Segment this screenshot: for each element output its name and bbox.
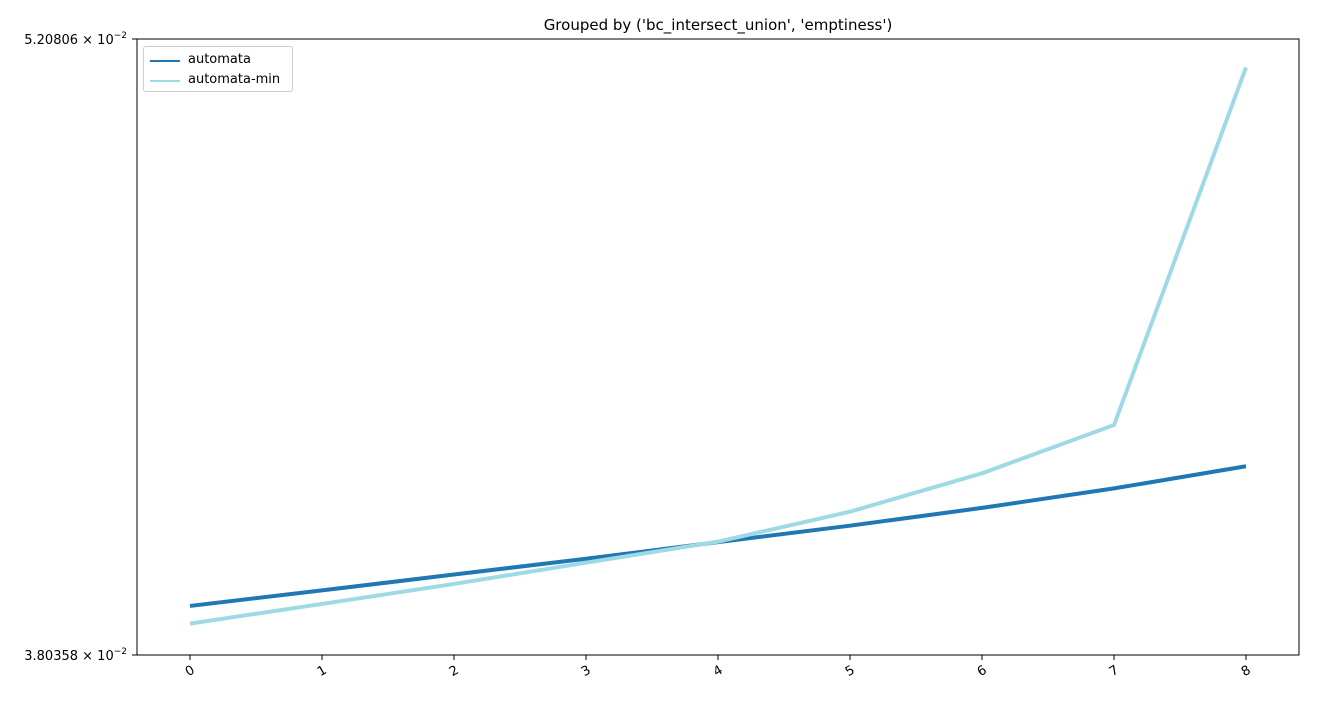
plot-area	[137, 39, 1299, 655]
x-tick-label: 4	[711, 663, 726, 680]
y-tick-label-bottom: 3.80358 × 10−2	[24, 647, 127, 664]
series-line-automata-min	[189, 66, 1248, 626]
x-tick-label: 8	[1239, 663, 1254, 680]
legend-item-automata: automata	[144, 50, 292, 70]
x-tick-label: 5	[843, 663, 858, 680]
y-tick-label-top-exponent: −2	[114, 31, 127, 41]
x-axis: 0 1 2 3 4 5 6 7 8	[183, 655, 1254, 680]
y-axis: 5.20806 × 10−2 3.80358 × 10−2	[24, 31, 137, 664]
chart-title: Grouped by ('bc_intersect_union', 'empti…	[544, 16, 893, 35]
x-tick-label: 3	[579, 663, 594, 680]
y-tick-label-top-mantissa: 5.20806	[24, 33, 78, 48]
x-tick-label: 0	[183, 663, 198, 680]
legend: automata automata-min	[143, 46, 293, 92]
x-tick-label: 6	[975, 663, 990, 680]
y-tick-label-bottom-exponent: −2	[114, 647, 127, 657]
x-tick-label: 1	[315, 663, 330, 680]
series-layer	[189, 66, 1248, 626]
y-tick-label-bottom-mantissa: 3.80358	[24, 649, 78, 664]
legend-item-automata-min: automata-min	[144, 70, 292, 90]
x-tick-label: 2	[447, 663, 462, 680]
x-tick-label: 7	[1107, 663, 1122, 680]
legend-label-automata: automata	[188, 52, 251, 67]
legend-swatch-automata-min	[150, 80, 180, 82]
y-tick-label-top: 5.20806 × 10−2	[24, 31, 127, 48]
legend-swatch-automata	[150, 60, 180, 62]
legend-label-automata-min: automata-min	[188, 72, 281, 87]
